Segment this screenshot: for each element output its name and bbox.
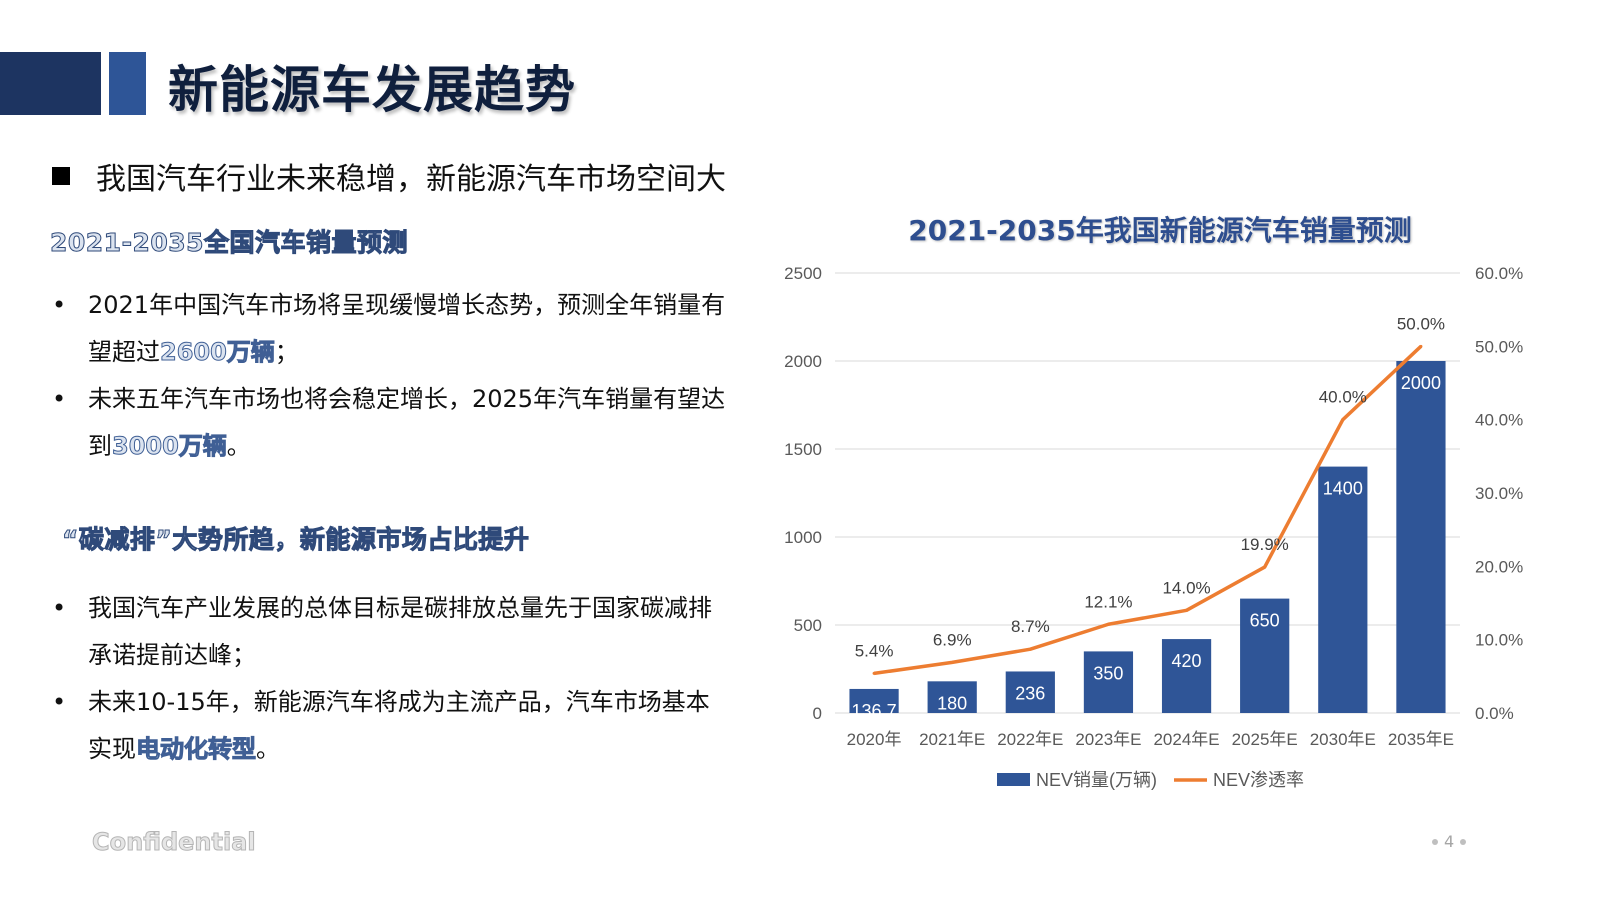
subtitle-row: 我国汽车行业未来稳增，新能源汽车市场空间大 <box>52 154 726 198</box>
bar-data-label: 650 <box>1250 611 1280 631</box>
bullet-dot-icon: • <box>52 594 67 622</box>
page-subtitle: 我国汽车行业未来稳增，新能源汽车市场空间大 <box>96 162 726 197</box>
line-data-label: 12.1% <box>1084 592 1132 611</box>
bar <box>1083 651 1134 713</box>
page-title: 新能源车发展趋势 <box>168 61 576 119</box>
legend-bar-swatch <box>997 773 1030 786</box>
dot-icon <box>1432 838 1438 845</box>
bar <box>1161 639 1212 713</box>
line-point <box>872 671 876 675</box>
y-tick-label: 2500 <box>784 264 822 283</box>
bullet-item: • 我国汽车产业发展的总体目标是碳排放总量先于国家碳减排承诺提前达峰； <box>52 585 732 679</box>
y2-tick-label: 10.0% <box>1475 631 1523 650</box>
line-point <box>1028 647 1032 651</box>
line-point <box>1341 418 1345 422</box>
line-data-label: 8.7% <box>1011 617 1050 636</box>
x-tick-label: 2023年E <box>1075 730 1141 749</box>
bar-data-label: 180 <box>937 693 967 713</box>
x-tick-label: 2024年E <box>1153 730 1219 749</box>
page-indicator: 4 <box>1432 832 1467 851</box>
bar <box>927 681 977 713</box>
line-data-label: 40.0% <box>1319 388 1367 407</box>
title-bar-accent <box>109 52 146 115</box>
chart-title: 2021-2035年我国新能源汽车销量预测 <box>908 214 1412 247</box>
bullet-tail: 。 <box>226 432 251 460</box>
y2-tick-label: 40.0% <box>1475 411 1523 430</box>
bullet-text: 2021年中国汽车市场将呈现缓慢增长态势，预测全年销量有望超过 <box>88 291 726 366</box>
page-number: 4 <box>1444 832 1455 851</box>
legend-bar-label: NEV销量(万辆) <box>1036 770 1157 790</box>
square-bullet-icon <box>52 167 70 185</box>
bullet-item: • 未来五年汽车市场也将会稳定增长，2025年汽车销量有望达到3000万辆。 <box>52 376 732 470</box>
bullet-text: 未来五年汽车市场也将会稳定增长，2025年汽车销量有望达到 <box>88 385 726 460</box>
x-tick-label: 2035年E <box>1388 730 1454 749</box>
bullet-dot-icon: • <box>52 385 67 413</box>
y2-tick-label: 50.0% <box>1475 337 1523 356</box>
bullet-text: 我国汽车产业发展的总体目标是碳排放总量先于国家碳减排承诺提前达峰； <box>88 594 712 669</box>
bullet-tail: ； <box>274 338 299 366</box>
bullet-tail: 。 <box>256 735 280 763</box>
line-data-label: 19.9% <box>1241 535 1289 554</box>
bullet-dot-icon: • <box>52 291 67 319</box>
y-tick-label: 500 <box>794 616 822 635</box>
bullet-highlight: 2600万辆 <box>160 338 276 367</box>
bar <box>849 688 899 713</box>
penetration-line <box>873 345 1423 676</box>
title-bar-dark <box>0 52 101 115</box>
line-point <box>950 660 954 664</box>
y-tick-label: 1500 <box>784 440 822 459</box>
x-tick-label: 2020年 <box>847 730 902 749</box>
line-point <box>1263 565 1267 569</box>
dot-icon <box>1460 838 1467 845</box>
bar-data-label: 420 <box>1172 651 1202 671</box>
legend-line-label: NEV渗透率 <box>1213 770 1304 790</box>
y2-tick-label: 0.0% <box>1475 704 1514 723</box>
line-data-label: 6.9% <box>933 630 972 649</box>
x-tick-label: 2030年E <box>1310 730 1376 749</box>
line-point <box>1185 608 1189 612</box>
x-tick-label: 2022年E <box>997 730 1063 749</box>
section-heading-sales: 2021-2035全国汽车销量预测 <box>49 228 409 258</box>
y2-tick-label: 20.0% <box>1475 557 1523 576</box>
confidential-watermark: Confidential <box>92 828 257 857</box>
line-data-label: 50.0% <box>1397 314 1445 333</box>
x-tick-label: 2025年E <box>1232 730 1298 749</box>
line-point <box>1106 622 1110 626</box>
bar <box>1396 361 1446 713</box>
bar-data-label: 1400 <box>1323 479 1363 499</box>
x-tick-label: 2021年E <box>919 730 985 749</box>
y-tick-label: 0 <box>813 704 822 723</box>
y2-tick-label: 30.0% <box>1475 484 1523 503</box>
line-data-label: 5.4% <box>855 641 894 660</box>
bar <box>1240 598 1290 713</box>
section-heading-carbon: “碳减排”大势所趋，新能源市场占比提升 <box>61 525 530 555</box>
y2-tick-label: 60.0% <box>1475 264 1523 283</box>
bullet-item: • 未来10-15年，新能源汽车将成为主流产品，汽车市场基本实现电动化转型。 <box>52 679 732 773</box>
bar-data-label: 236 <box>1015 683 1045 703</box>
bar-data-label: 2000 <box>1401 373 1441 393</box>
bar <box>1318 466 1368 713</box>
bar-data-label: 350 <box>1093 663 1123 683</box>
y-tick-label: 2000 <box>784 352 822 371</box>
bullet-text: 未来10-15年，新能源汽车将成为主流产品，汽车市场基本实现 <box>88 688 710 763</box>
bar <box>1005 671 1055 713</box>
bar-data-label: 136.7 <box>852 701 897 721</box>
bullet-highlight: 3000万辆 <box>112 432 228 461</box>
nev-sales-chart: 0 500 1000 1500 2000 2500 0.0% 10.0% 20.0% 30.0% 4… <box>784 264 1523 790</box>
bullet-item: • 2021年中国汽车市场将呈现缓慢增长态势，预测全年销量有望超过2600万辆； <box>52 282 732 376</box>
line-point <box>1419 344 1423 348</box>
line-data-label: 14.0% <box>1162 578 1210 597</box>
y-tick-label: 1000 <box>784 528 822 547</box>
bullet-highlight: 电动化转型 <box>136 735 257 764</box>
bullet-dot-icon: • <box>52 688 67 716</box>
